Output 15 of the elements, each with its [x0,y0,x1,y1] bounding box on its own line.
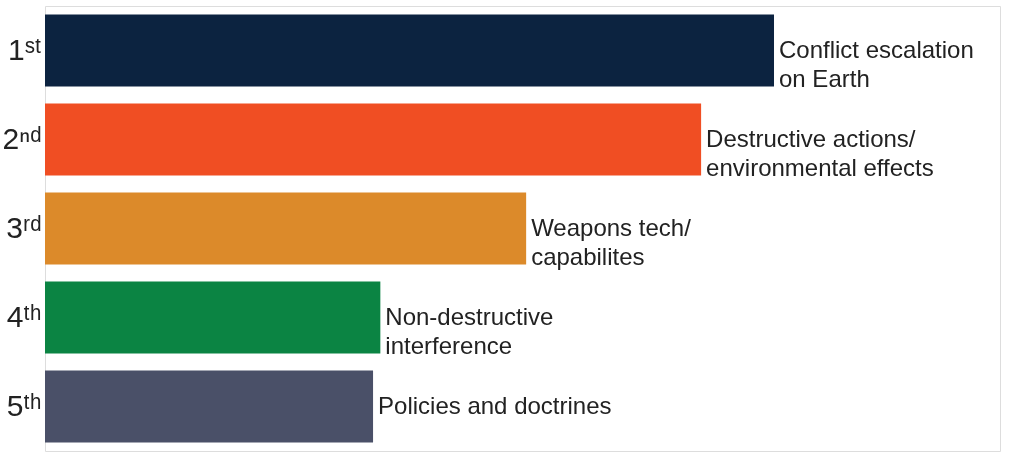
annotation: Non-destructive interference [385,302,554,359]
annotation: Destructive actions/ environmental effects [706,124,934,181]
bar [45,370,374,443]
y-tick-label: 2ⁿᵈ [2,121,42,155]
y-tick-label: 5ᵗʰ [6,388,42,422]
annotation: Policies and doctrines [378,391,612,419]
bar [45,14,775,87]
bar [45,281,381,354]
y-tick-label: 4ᵗʰ [6,299,42,333]
annotation: Weapons tech/ capabilites [531,213,692,270]
annotation: Conflict escalation on Earth [779,35,974,92]
y-tick-label: 1ˢᵗ [8,32,42,66]
bar [45,103,702,176]
bar [45,192,527,265]
y-tick-label: 3ʳᵈ [6,210,42,244]
